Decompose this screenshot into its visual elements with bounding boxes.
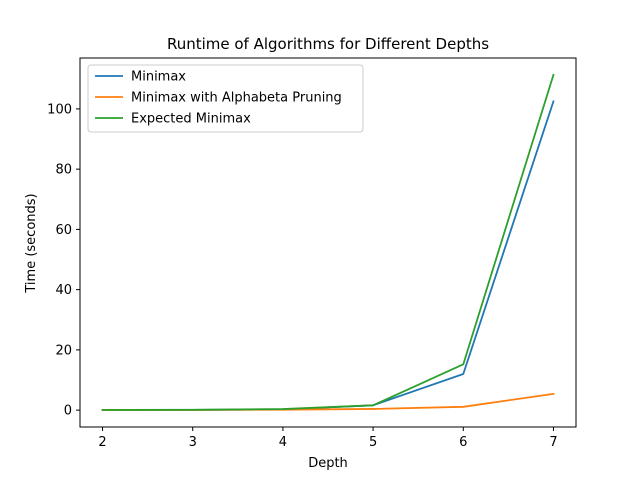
y-tick-label: 60: [55, 223, 72, 238]
y-axis-title: Time (seconds): [24, 193, 39, 293]
x-tick-label: 7: [549, 435, 557, 450]
legend-box: [87, 64, 364, 133]
y-tick-label: 100: [47, 102, 72, 117]
x-tick-label: 6: [459, 435, 467, 450]
legend-label-3: Expected Minimax: [131, 112, 251, 127]
chart-title: Runtime of Algorithms for Different Dept…: [167, 35, 489, 53]
x-axis-title: Depth: [308, 456, 348, 471]
x-tick-label: 3: [189, 435, 197, 450]
x-tick-label: 4: [279, 435, 287, 450]
x-tick-label: 5: [369, 435, 377, 450]
axes-frame: [79, 57, 577, 428]
x-tick-label: 2: [98, 435, 106, 450]
y-tick-label: 0: [64, 404, 72, 419]
legend-label-1: Minimax: [131, 70, 186, 85]
y-tick-label: 40: [55, 283, 72, 298]
plot-area: [101, 73, 555, 411]
axes: 2 3 4 5 6 7 0 20 40 60 80 100: [47, 57, 577, 450]
y-tick-label: 20: [55, 343, 72, 358]
legend-label-2: Minimax with Alphabeta Pruning: [131, 91, 342, 106]
series-line-3: [101, 73, 555, 411]
y-tick-label: 80: [55, 163, 72, 178]
legend: Minimax Minimax with Alphabeta Pruning Exp…: [87, 64, 364, 133]
